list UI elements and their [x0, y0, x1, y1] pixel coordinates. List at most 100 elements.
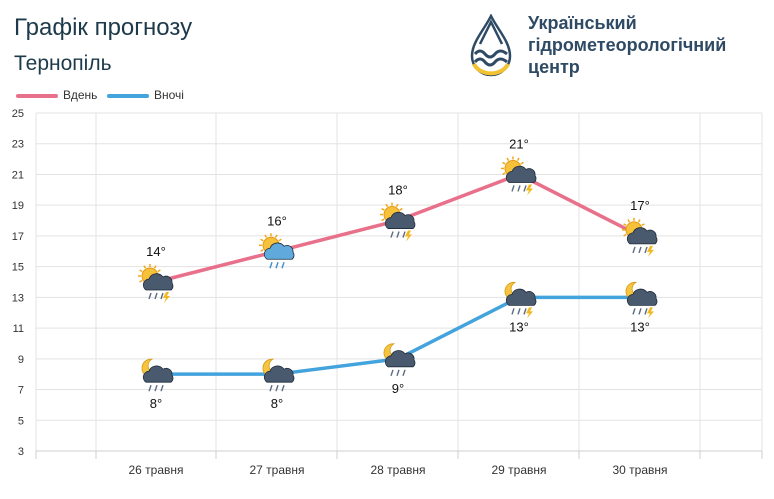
- sun-ray: [278, 238, 282, 242]
- lightning-bolt: [647, 245, 654, 257]
- x-category-label: 27 травня: [249, 463, 304, 477]
- sun-ray: [260, 249, 264, 252]
- cloud-shape: [263, 365, 295, 383]
- logo-line-2: гідрометеорологічний: [528, 35, 727, 55]
- rain-drop: [154, 292, 158, 300]
- rain-drop: [396, 231, 400, 238]
- lightning-bolt: [163, 292, 170, 303]
- legend-swatch-night: [107, 93, 149, 98]
- rain-drop: [644, 308, 648, 315]
- data-label-day: 18°: [388, 183, 408, 198]
- moon-cloud-rain-icon: [141, 358, 174, 392]
- rain-drop: [632, 246, 636, 254]
- rain-drop: [390, 231, 394, 238]
- rain-drop: [275, 262, 279, 269]
- sun-ray: [623, 233, 627, 237]
- sun-ray: [623, 223, 627, 227]
- cloud-shape: [626, 227, 658, 245]
- rain-drop: [281, 262, 285, 269]
- rain-drop: [644, 246, 648, 254]
- rain-drop: [523, 185, 527, 192]
- rain-drop: [160, 292, 164, 300]
- sun-ray: [520, 161, 524, 165]
- y-tick-label: 25: [12, 108, 24, 120]
- sun-cloud-rain-thunder-icon: [501, 156, 537, 196]
- sun-ray: [260, 238, 264, 242]
- rain-drop: [638, 308, 642, 315]
- sun-ray: [516, 157, 520, 162]
- legend-label-day: Вдень: [63, 88, 98, 102]
- y-tick-label: 19: [12, 200, 24, 212]
- rain-drop: [275, 384, 279, 392]
- cloud-shape: [384, 211, 416, 229]
- sun-cloud-rain-thunder-icon: [622, 217, 658, 257]
- legend-item-day[interactable]: Вдень: [16, 88, 97, 102]
- sun-cloud-rain-thunder-icon: [380, 202, 416, 242]
- data-label-day: 17°: [630, 198, 650, 213]
- rain-drop: [638, 246, 642, 254]
- sun-ray: [264, 234, 268, 238]
- sun-ray: [641, 223, 645, 227]
- y-tick-label: 3: [18, 446, 24, 458]
- x-category-label: 30 травня: [612, 463, 667, 477]
- y-tick-label: 21: [12, 169, 24, 181]
- sun-ray: [381, 207, 385, 211]
- cloud-shape: [263, 242, 295, 260]
- rain-drop: [269, 384, 273, 392]
- rain-drop: [281, 384, 285, 392]
- city-name: Тернопіль: [14, 52, 112, 75]
- lightning-bolt: [526, 184, 533, 196]
- y-tick-label: 11: [13, 323, 24, 335]
- lightning-bolt: [526, 307, 533, 319]
- moon-cloud-rain-thunder-icon: [504, 281, 537, 319]
- data-label-night: 9°: [392, 381, 404, 396]
- logo-line-3: центр: [528, 57, 580, 77]
- legend-item-night[interactable]: Вночі: [107, 88, 184, 102]
- sun-ray: [627, 219, 631, 223]
- cloud-shape: [384, 350, 416, 368]
- sun-ray: [381, 218, 385, 222]
- data-label-night: 8°: [150, 396, 162, 411]
- rain-drop: [517, 308, 521, 315]
- rain-drop: [402, 369, 406, 377]
- sun-ray: [502, 161, 506, 165]
- rain-drop: [154, 384, 158, 392]
- data-label-night: 8°: [271, 396, 283, 411]
- rain-drop: [523, 308, 527, 315]
- y-tick-label: 15: [12, 262, 24, 274]
- data-label-night: 13°: [630, 319, 650, 334]
- data-label-day: 14°: [146, 244, 166, 259]
- cloud-shape: [505, 165, 537, 183]
- sun-ray: [502, 172, 506, 176]
- sun-ray: [274, 234, 278, 238]
- cloud-shape: [626, 288, 658, 306]
- sun-ray: [139, 279, 143, 283]
- rain-drop: [511, 185, 515, 192]
- rain-drop: [148, 384, 152, 392]
- moon-cloud-rain-icon: [383, 343, 416, 377]
- rain-drop: [396, 369, 400, 377]
- x-category-label: 28 травня: [370, 463, 425, 477]
- cloud-shape: [142, 365, 174, 383]
- lightning-bolt: [647, 307, 654, 319]
- sun-ray: [506, 157, 510, 162]
- logo-line-1: Український: [528, 13, 637, 33]
- sun-cloud-rain-icon: [259, 233, 295, 269]
- rain-drop: [390, 369, 394, 377]
- cloud-shape: [505, 288, 537, 306]
- x-category-label: 29 травня: [491, 463, 546, 477]
- lightning-bolt: [405, 230, 412, 242]
- x-category-label: 26 травня: [128, 463, 183, 477]
- data-label-night: 13°: [509, 319, 529, 334]
- sun-ray: [395, 203, 399, 208]
- sun-ray: [637, 219, 641, 223]
- legend-label-night: Вночі: [154, 88, 184, 102]
- rain-drop: [511, 308, 515, 315]
- water-drop-logo-icon: [470, 14, 512, 77]
- rain-drop: [402, 231, 406, 238]
- rain-drop: [517, 185, 521, 192]
- y-tick-label: 9: [18, 354, 24, 366]
- moon-cloud-rain-icon: [262, 358, 295, 392]
- data-label-day: 21°: [509, 136, 529, 151]
